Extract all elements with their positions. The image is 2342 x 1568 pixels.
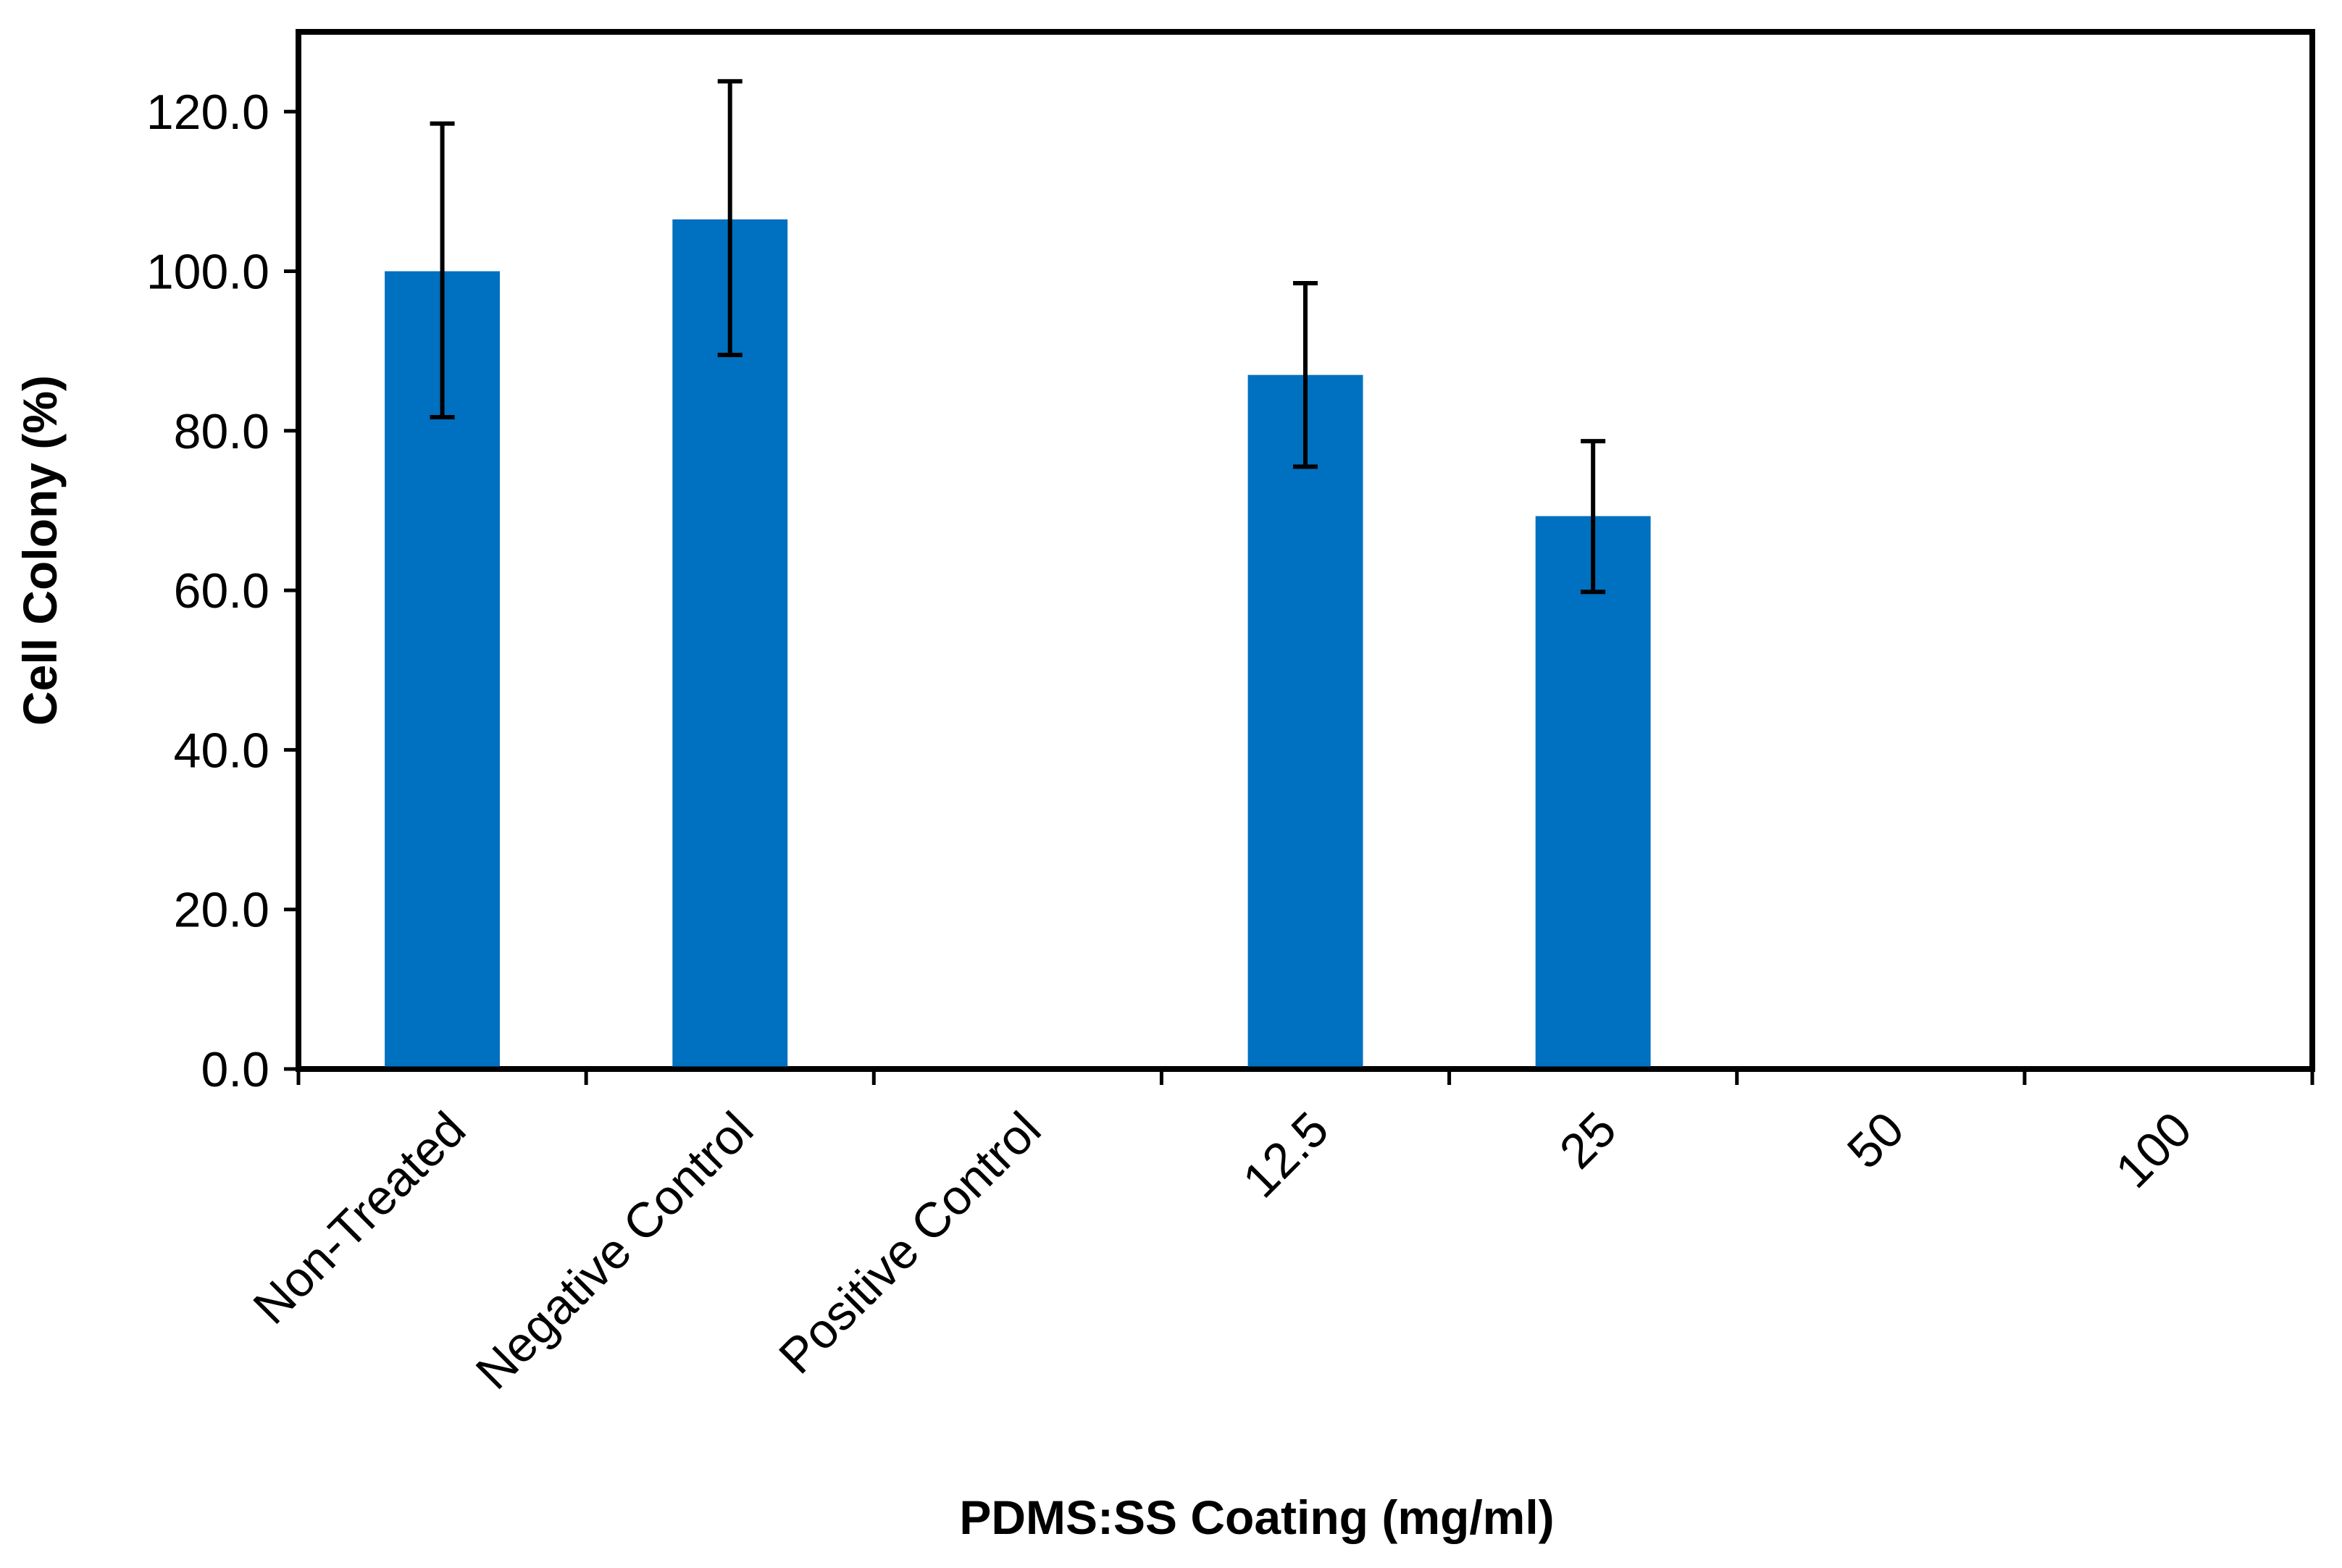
y-tick-label: 40.0 — [174, 723, 269, 778]
error-bar-0 — [430, 121, 455, 420]
x-category-label: 50 — [1837, 1102, 1915, 1179]
y-tick-label: 120.0 — [146, 85, 269, 140]
y-tick-label: 20.0 — [174, 883, 269, 938]
x-category-label: 100 — [2105, 1102, 2202, 1199]
x-category-label: Negative Control — [465, 1102, 764, 1400]
y-tick-label: 100.0 — [146, 244, 269, 299]
x-category-label: 12.5 — [1232, 1102, 1339, 1208]
x-category-label: Positive Control — [769, 1102, 1051, 1384]
y-tick-label: 0.0 — [201, 1042, 269, 1097]
error-bar-1 — [717, 79, 743, 358]
bar-4 — [1535, 516, 1651, 1069]
error-bar-3 — [1293, 280, 1318, 469]
x-category-label: Non-Treated — [243, 1102, 476, 1335]
bar-1 — [672, 219, 788, 1069]
y-tick-label: 80.0 — [174, 404, 269, 459]
x-axis-title: PDMS:SS Coating (mg/ml) — [959, 1491, 1554, 1544]
y-tick-label: 60.0 — [174, 563, 269, 619]
bar-3 — [1247, 374, 1363, 1069]
error-bar-4 — [1581, 439, 1606, 595]
x-category-label: 25 — [1550, 1102, 1627, 1179]
y-axis-title: Cell Colony (%) — [13, 375, 67, 726]
